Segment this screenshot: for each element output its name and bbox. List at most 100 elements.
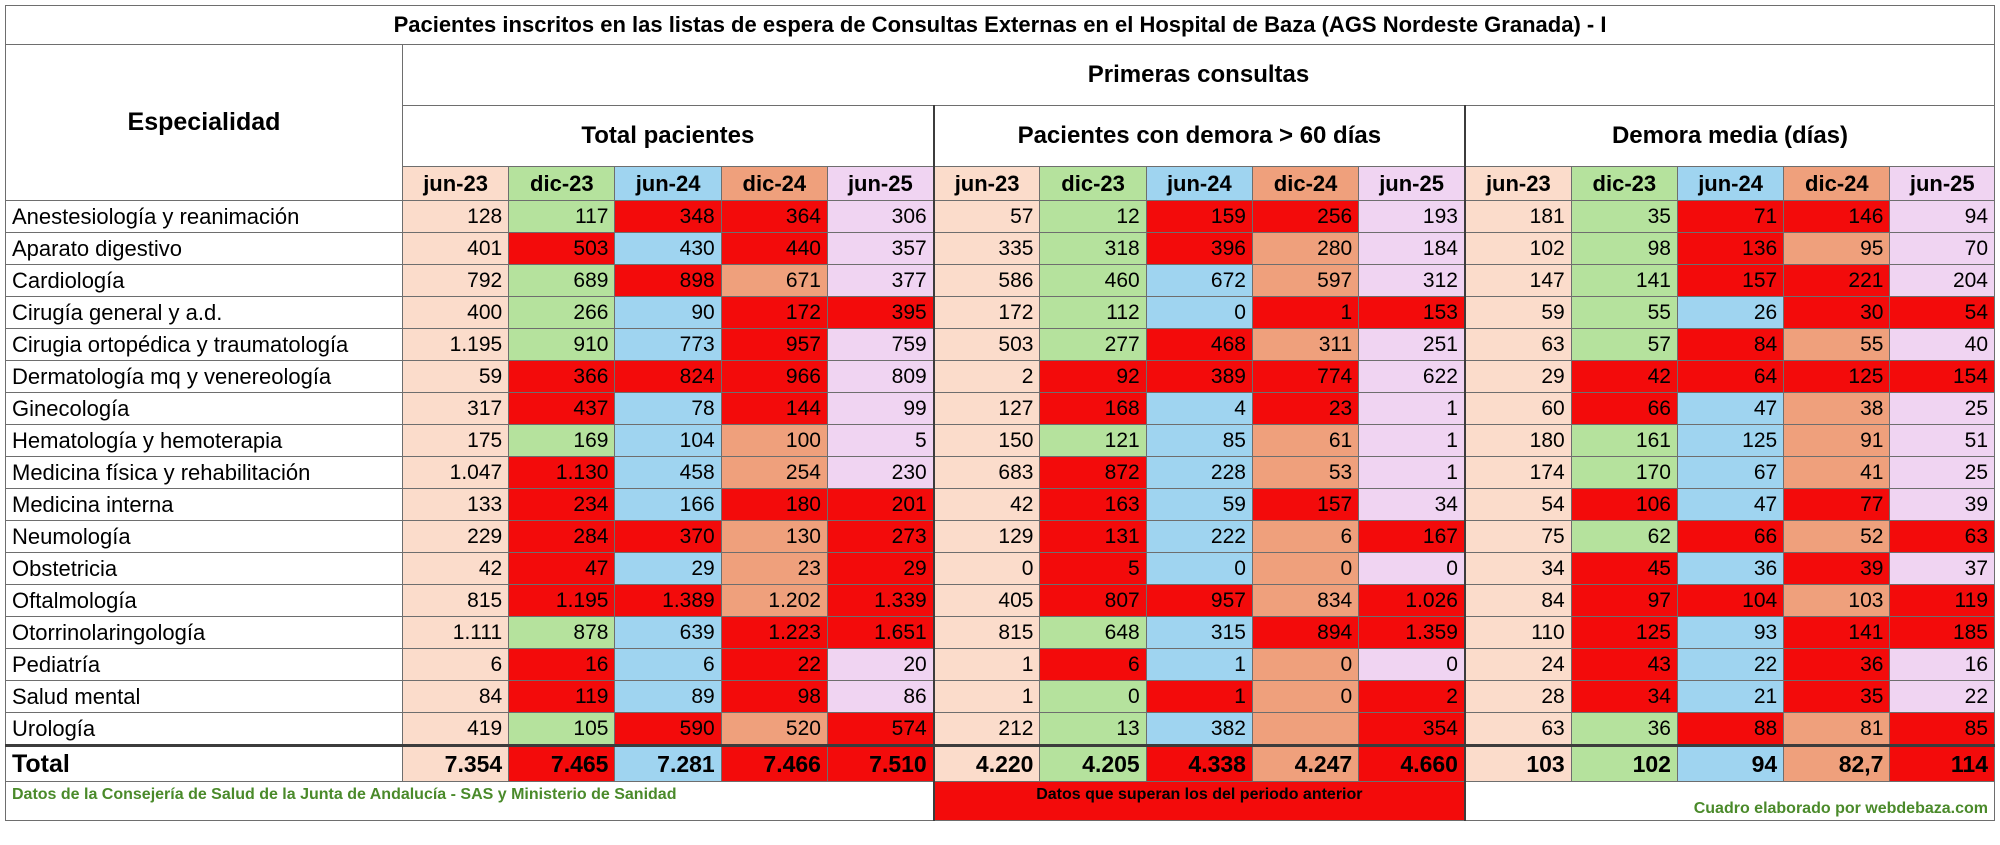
value-cell: 127 (932, 392, 1041, 425)
credit-note: Cuadro elaborado por webdebaza.com (1463, 781, 1995, 821)
value-cell: 38 (1783, 392, 1891, 425)
value-cell: 141 (1783, 616, 1891, 649)
period-header-media-0: jun-23 (1463, 166, 1572, 201)
specialty-name: Neumología (5, 520, 403, 553)
value-cell: 141 (1570, 264, 1678, 297)
value-cell: 45 (1570, 552, 1678, 585)
value-cell: 894 (1251, 616, 1360, 649)
specialty-name: Dermatología mq y venereología (5, 360, 403, 393)
value-cell: 357 (826, 232, 935, 265)
value-cell: 36 (1676, 552, 1785, 585)
value-cell: 57 (1570, 328, 1678, 361)
value-cell: 112 (1039, 296, 1147, 329)
value-cell: 815 (401, 584, 510, 617)
value-cell: 0 (1251, 552, 1360, 585)
value-cell: 317 (401, 392, 510, 425)
especialidad-header: Especialidad (5, 44, 403, 201)
value-cell: 130 (720, 520, 828, 553)
period-header-media-3: dic-24 (1783, 166, 1891, 201)
value-cell: 222 (1145, 520, 1253, 553)
period-header-total-4: jun-25 (826, 166, 935, 201)
value-cell: 174 (1463, 456, 1572, 489)
value-cell: 168 (1039, 392, 1147, 425)
value-cell: 6 (1039, 648, 1147, 681)
value-cell: 84 (1463, 584, 1572, 617)
specialty-name: Ginecología (5, 392, 403, 425)
value-cell: 21 (1676, 680, 1785, 713)
value-cell: 957 (1145, 584, 1253, 617)
value-cell: 102 (1463, 232, 1572, 265)
value-cell: 99 (826, 392, 935, 425)
value-cell: 175 (401, 424, 510, 457)
value-cell: 0 (1145, 552, 1253, 585)
value-cell: 125 (1570, 616, 1678, 649)
value-cell: 280 (1251, 232, 1360, 265)
value-cell: 98 (720, 680, 828, 713)
value-cell: 774 (1251, 360, 1360, 393)
table-row: Otorrinolaringología 1.111 878 639 1.223 1.65… (5, 616, 1995, 649)
specialty-name: Urología (5, 712, 403, 746)
total-value-cell: 103 (1463, 744, 1572, 782)
value-cell: 16 (1889, 648, 1995, 681)
value-cell: 4 (1145, 392, 1253, 425)
period-header-demora60-0: jun-23 (932, 166, 1041, 201)
value-cell: 401 (401, 232, 510, 265)
value-cell: 574 (826, 712, 935, 746)
total-value-cell: 7.510 (826, 744, 935, 782)
value-cell: 180 (1463, 424, 1572, 457)
value-cell: 234 (508, 488, 616, 521)
value-cell: 966 (720, 360, 828, 393)
value-cell: 54 (1889, 296, 1995, 329)
value-cell: 63 (1463, 712, 1572, 746)
specialty-name: Salud mental (5, 680, 403, 713)
value-cell: 119 (1889, 584, 1995, 617)
value-cell: 78 (614, 392, 722, 425)
value-cell: 520 (720, 712, 828, 746)
table-row: Obstetricia 42 47 29 23 29 0 5 0 0 0 34 45 36 39 37 (5, 552, 1995, 585)
period-header-media-1: dic-23 (1570, 166, 1678, 201)
value-cell: 20 (826, 648, 935, 681)
value-cell: 597 (1251, 264, 1360, 297)
value-cell: 104 (1676, 584, 1785, 617)
value-cell: 39 (1783, 552, 1891, 585)
table-title: Pacientes inscritos en las listas de esp… (5, 5, 1995, 45)
table-row: Cirugia ortopédica y traumatología 1.195 9… (5, 328, 1995, 361)
value-cell: 1.223 (720, 616, 828, 649)
value-cell: 1.195 (401, 328, 510, 361)
value-cell: 60 (1463, 392, 1572, 425)
table-row: Cardiología 792 689 898 671 377 586 460 672 597 31… (5, 264, 1995, 297)
value-cell: 75 (1463, 520, 1572, 553)
value-cell: 6 (614, 648, 722, 681)
value-cell: 54 (1463, 488, 1572, 521)
value-cell: 184 (1358, 232, 1466, 265)
specialty-name: Pediatría (5, 648, 403, 681)
value-cell: 437 (508, 392, 616, 425)
value-cell: 430 (614, 232, 722, 265)
value-cell: 34 (1358, 488, 1466, 521)
value-cell: 671 (720, 264, 828, 297)
value-cell: 100 (720, 424, 828, 457)
waiting-list-table: Pacientes inscritos en las listas de esp… (4, 5, 1996, 821)
total-value-cell: 4.247 (1251, 744, 1360, 782)
specialty-name: Cirugia ortopédica y traumatología (5, 328, 403, 361)
value-cell: 834 (1251, 584, 1360, 617)
value-cell: 42 (1570, 360, 1678, 393)
value-cell: 878 (508, 616, 616, 649)
value-cell: 98 (1570, 232, 1678, 265)
table-row: Ginecología 317 437 78 144 99 127 168 4 23 1 60 66 47… (5, 392, 1995, 425)
value-cell: 254 (720, 456, 828, 489)
value-cell: 221 (1783, 264, 1891, 297)
value-cell: 39 (1889, 488, 1995, 521)
specialty-name: Cardiología (5, 264, 403, 297)
value-cell: 1.389 (614, 584, 722, 617)
total-label: Total (5, 744, 403, 782)
value-cell: 193 (1358, 200, 1466, 233)
value-cell: 6 (401, 648, 510, 681)
value-cell: 35 (1570, 200, 1678, 233)
value-cell: 683 (932, 456, 1041, 489)
value-cell: 63 (1463, 328, 1572, 361)
value-cell: 251 (1358, 328, 1466, 361)
specialty-name: Cirugía general y a.d. (5, 296, 403, 329)
value-cell: 370 (614, 520, 722, 553)
value-cell: 85 (1889, 712, 1995, 746)
